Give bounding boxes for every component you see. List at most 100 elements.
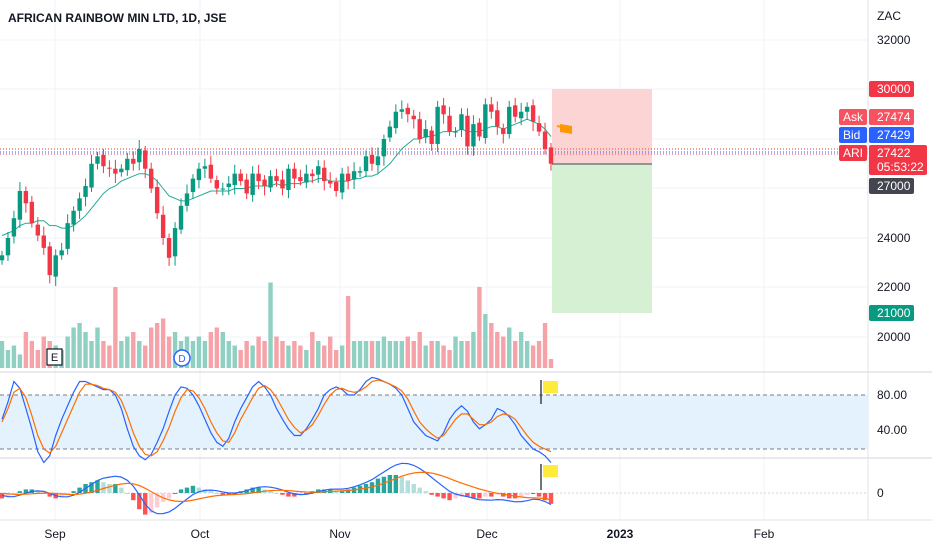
bid-tag[interactable]: Bid 27429 xyxy=(839,127,914,143)
stochastic-tick: 80.00 xyxy=(877,388,907,402)
candle-body xyxy=(232,173,237,186)
candle-body xyxy=(512,105,518,117)
candle-body xyxy=(41,235,46,248)
candle-body xyxy=(178,205,184,230)
candle-body xyxy=(166,238,172,258)
target-price-tag[interactable]: 30000 xyxy=(869,81,914,97)
macd-histogram-bar xyxy=(166,493,172,499)
macd-histogram-bar xyxy=(548,493,554,504)
macd-histogram-bar xyxy=(172,493,178,494)
candle-body xyxy=(250,173,255,195)
volume-bar xyxy=(507,327,512,368)
candle-body xyxy=(465,115,470,147)
macd-histogram-bar xyxy=(59,493,64,497)
volume-bar xyxy=(441,345,446,368)
macd-histogram-bar xyxy=(268,491,273,493)
candle-body xyxy=(154,187,160,214)
candle-body xyxy=(501,128,506,135)
profit-zone[interactable] xyxy=(552,164,652,313)
candle-body xyxy=(542,131,548,149)
macd-histogram-bar xyxy=(518,493,524,497)
macd-pane[interactable] xyxy=(0,462,868,515)
macd-histogram-bar xyxy=(471,493,476,499)
candle-body xyxy=(489,104,494,112)
volume-bar xyxy=(160,318,166,368)
candle-body xyxy=(495,110,500,127)
oscillator-scale[interactable]: 80.00 40.00 0 xyxy=(877,388,907,500)
earnings-marker[interactable]: E xyxy=(46,348,63,366)
candle-body xyxy=(238,173,243,182)
dividend-marker[interactable]: D xyxy=(173,349,191,367)
price-pane[interactable]: E D AFRICAN RAINBOW MIN LTD, 1D, JSE xyxy=(0,11,868,368)
volume-bar xyxy=(119,341,124,368)
stochastic-d-line xyxy=(1,379,552,457)
stop-price-tag[interactable]: 21000 xyxy=(869,305,914,321)
target-price-value: 30000 xyxy=(877,82,911,96)
macd-histogram-bar xyxy=(101,482,106,493)
volume-bar xyxy=(131,332,136,368)
candle-body xyxy=(453,131,458,133)
candle-body xyxy=(530,105,536,122)
time-label: Sep xyxy=(44,527,66,541)
stochastic-pane[interactable] xyxy=(0,376,868,464)
entry-price-tag[interactable]: 27000 xyxy=(869,178,914,194)
macd-histogram-bar xyxy=(148,493,154,513)
price-scale[interactable]: ZAC 32000 24000 22000 20000 xyxy=(877,9,911,344)
time-scale[interactable]: Sep Oct Nov Dec 2023 Feb xyxy=(44,527,774,541)
volume-bar xyxy=(483,314,488,368)
volume-bar xyxy=(23,332,29,368)
candle-body xyxy=(417,119,422,139)
ask-tag[interactable]: Ask 27474 xyxy=(839,109,914,125)
candle-body xyxy=(274,176,279,182)
macd-histogram-bar xyxy=(292,493,297,497)
ask-value: 27474 xyxy=(877,110,911,124)
alert-flag-icon[interactable] xyxy=(543,381,558,393)
candle-body xyxy=(441,105,446,115)
macd-histogram-bar xyxy=(298,493,303,495)
last-price-tag[interactable]: ARI 27422 05:53:22 xyxy=(839,145,927,175)
volume-bar xyxy=(137,341,142,368)
macd-histogram-bar xyxy=(387,475,393,493)
candle-body xyxy=(160,214,166,238)
macd-histogram-bar xyxy=(89,482,94,493)
volume-bar xyxy=(17,354,23,368)
candle-body xyxy=(328,181,333,184)
time-label: Nov xyxy=(329,527,350,541)
macd-histogram-bar xyxy=(71,491,76,493)
candle-body xyxy=(363,156,369,172)
candle-body xyxy=(375,156,381,166)
volume-bar xyxy=(423,345,428,368)
macd-histogram-bar xyxy=(477,493,482,499)
volume-bar xyxy=(501,336,506,368)
volume-bar xyxy=(166,336,172,368)
volume-bar xyxy=(77,323,82,368)
candle-body xyxy=(548,147,554,164)
candle-body xyxy=(53,255,58,277)
alert-flag-icon[interactable] xyxy=(543,465,558,477)
volume-bar xyxy=(304,350,309,368)
time-label: Dec xyxy=(476,527,497,541)
volume-bar xyxy=(268,282,273,368)
macd-histogram-bar xyxy=(35,491,41,493)
macd-histogram-bar xyxy=(459,493,464,497)
volume-bar xyxy=(95,327,100,368)
candle-body xyxy=(304,173,309,183)
candle-body xyxy=(411,115,416,120)
macd-histogram-bar xyxy=(178,489,184,493)
volume-bar xyxy=(286,345,291,368)
candle-body xyxy=(536,123,542,132)
macd-histogram-bar xyxy=(184,487,190,493)
volume-bar xyxy=(214,327,220,368)
position-tool[interactable] xyxy=(552,89,652,313)
candle-body xyxy=(107,167,112,169)
volume-bar xyxy=(495,332,500,368)
price-flag-line xyxy=(556,125,573,130)
macd-histogram-bar xyxy=(113,484,118,493)
volume-bar xyxy=(190,341,196,368)
volume-bar xyxy=(220,332,225,368)
volume-bar xyxy=(459,341,464,368)
volume-bar xyxy=(339,345,345,368)
candle-body xyxy=(524,106,530,112)
